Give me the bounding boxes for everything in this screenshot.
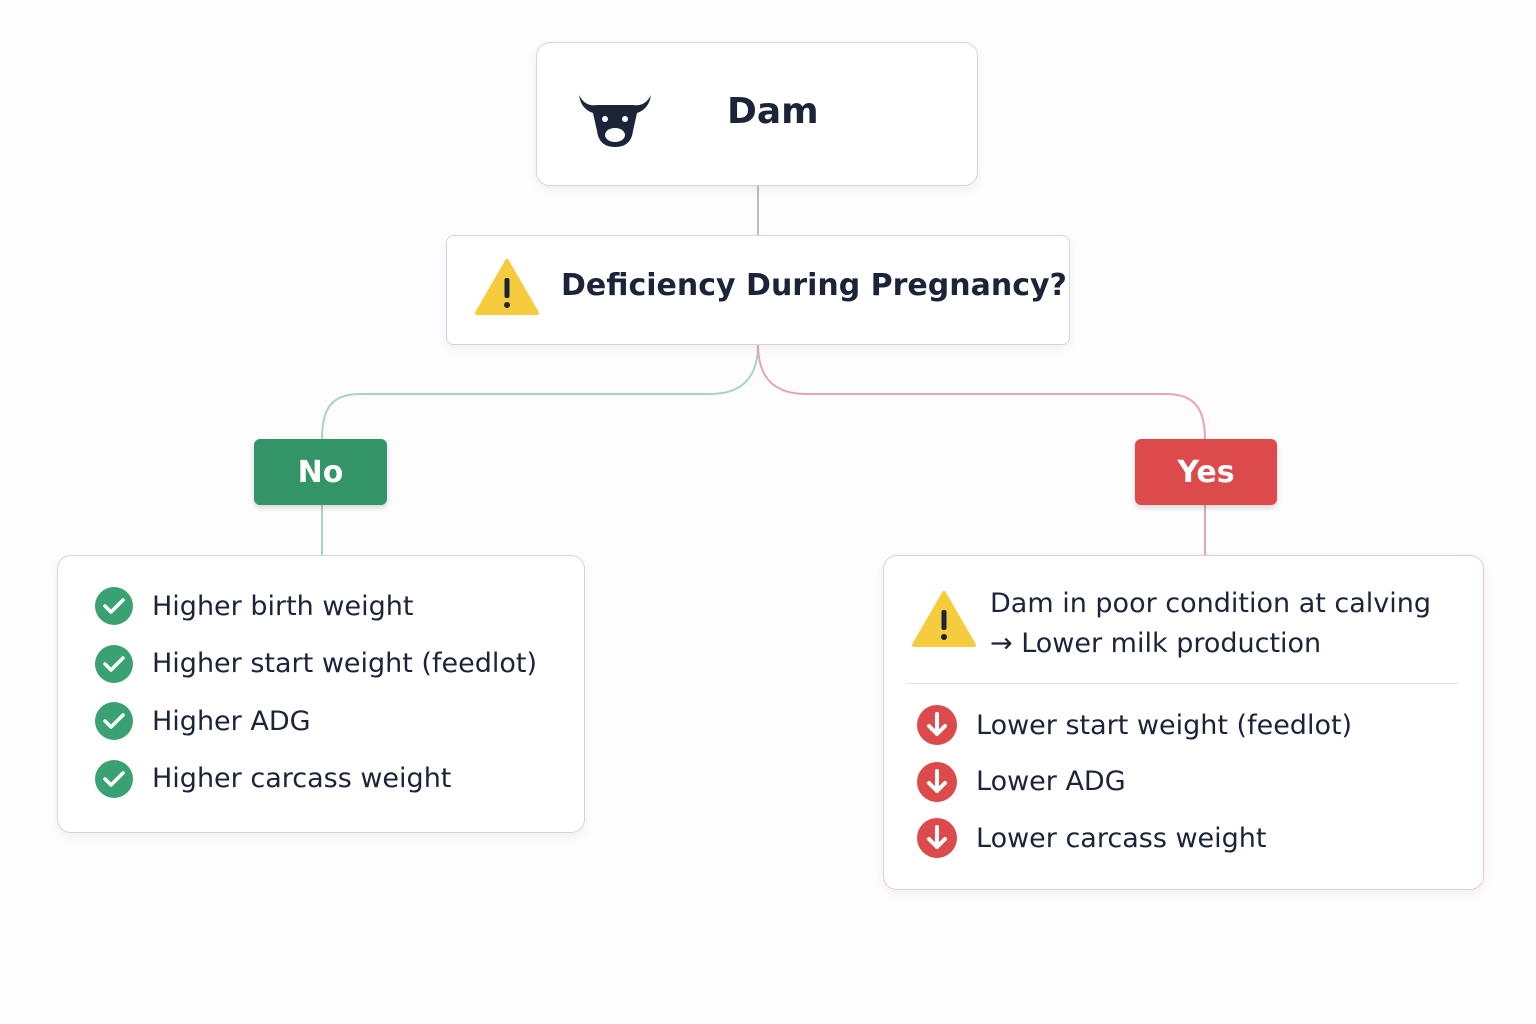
outcome-item: Lower carcass weight — [916, 817, 1267, 859]
yes-badge: Yes — [1135, 439, 1277, 505]
outcome-item: Lower start weight (feedlot) — [916, 704, 1352, 746]
warning-icon — [475, 259, 539, 315]
down-icon — [917, 761, 957, 802]
outcome-item: Higher ADG — [94, 701, 311, 741]
outcome-item: Higher birth weight — [94, 586, 413, 626]
down-icon — [917, 818, 957, 858]
warning-text: → Lower milk production — [990, 628, 1322, 659]
no-badge: No — [254, 439, 387, 505]
no-outcomes: Higher birth weight Higher start weight (… — [57, 555, 585, 833]
check-icon — [95, 644, 133, 683]
outcome-text: Lower start weight (feedlot) — [976, 709, 1353, 741]
question-label: Deficiency During Pregnancy? — [561, 268, 1067, 303]
root-node: Dam — [536, 42, 978, 186]
question-node: Deficiency During Pregnancy? — [446, 235, 1070, 345]
down-icon — [917, 705, 957, 745]
outcome-text: Lower ADG — [976, 766, 1126, 797]
divider — [906, 683, 1459, 684]
outcome-text: Higher birth weight — [152, 590, 414, 622]
outcome-item: Higher start weight (feedlot) — [94, 644, 537, 684]
yes-outcomes: Dam in poor condition at calving → Lower… — [883, 555, 1484, 890]
root-label: Dam — [727, 91, 819, 132]
outcome-text: Higher ADG — [152, 705, 311, 737]
outcome-item: Lower ADG — [916, 761, 1126, 803]
check-icon — [95, 702, 133, 740]
check-icon — [95, 759, 133, 798]
cow-icon — [579, 95, 651, 147]
outcome-text: Higher start weight (feedlot) — [152, 648, 537, 679]
outcome-text: Higher carcass weight — [152, 763, 452, 794]
warning-icon — [912, 591, 976, 647]
outcome-item: Higher carcass weight — [94, 759, 451, 799]
warning-text: Dam in poor condition at calving — [990, 588, 1432, 619]
outcome-text: Lower carcass weight — [976, 822, 1267, 854]
check-icon — [95, 587, 133, 625]
